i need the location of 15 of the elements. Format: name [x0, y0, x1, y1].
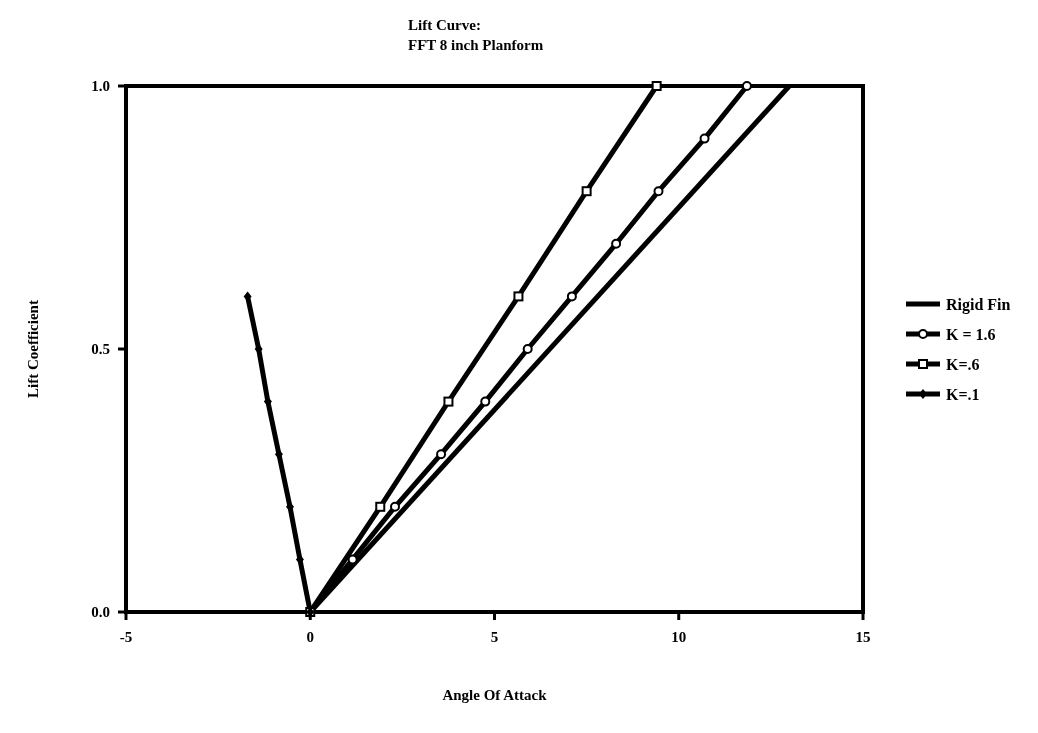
x-tick-label: -5	[119, 629, 133, 645]
y-tick-label: 0.0	[91, 604, 110, 620]
chart-title: Lift Curve: FFT 8 inch Planform	[408, 17, 544, 53]
y-tick-label: 1.0	[91, 78, 110, 94]
legend-label: K=.6	[946, 356, 980, 373]
x-axis-title: Angle Of Attack	[442, 687, 548, 703]
x-tick-label: 5	[490, 629, 499, 645]
y-tick-label: 0.5	[91, 341, 110, 357]
legend-label: K = 1.6	[946, 326, 996, 343]
x-tick-label: 10	[671, 629, 687, 645]
x-tick-label: 15	[855, 629, 871, 645]
y-axis-title: Lift Coefficient	[25, 300, 41, 398]
legend-label: K=.1	[946, 386, 980, 403]
legend-label: Rigid Fin	[946, 296, 1011, 314]
x-tick-label: 0	[306, 629, 314, 645]
